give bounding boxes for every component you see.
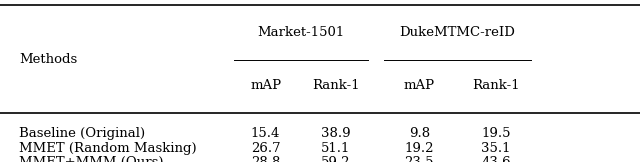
Text: 59.2: 59.2 [321, 156, 351, 162]
Text: 9.8: 9.8 [408, 127, 430, 140]
Text: 43.6: 43.6 [481, 156, 511, 162]
Text: 35.1: 35.1 [481, 142, 511, 155]
Text: 28.8: 28.8 [251, 156, 280, 162]
Text: 19.2: 19.2 [404, 142, 434, 155]
Text: 38.9: 38.9 [321, 127, 351, 140]
Text: mAP: mAP [250, 79, 281, 92]
Text: 19.5: 19.5 [481, 127, 511, 140]
Text: MMET (Random Masking): MMET (Random Masking) [19, 142, 197, 155]
Text: Methods: Methods [19, 53, 77, 66]
Text: DukeMTMC-reID: DukeMTMC-reID [399, 26, 516, 39]
Text: Rank-1: Rank-1 [312, 79, 360, 92]
Text: MMET+MMM (Ours): MMET+MMM (Ours) [19, 156, 164, 162]
Text: Rank-1: Rank-1 [472, 79, 520, 92]
Text: 51.1: 51.1 [321, 142, 351, 155]
Text: 15.4: 15.4 [251, 127, 280, 140]
Text: 26.7: 26.7 [251, 142, 280, 155]
Text: Baseline (Original): Baseline (Original) [19, 127, 145, 140]
Text: mAP: mAP [404, 79, 435, 92]
Text: 23.5: 23.5 [404, 156, 434, 162]
Text: Market-1501: Market-1501 [257, 26, 344, 39]
